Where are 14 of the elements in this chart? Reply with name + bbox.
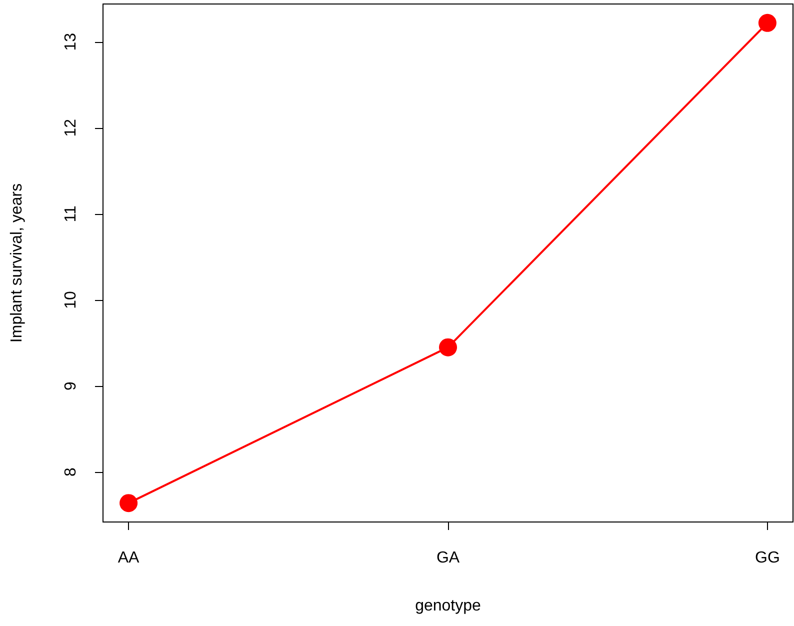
x-tick-label: AA: [118, 550, 140, 566]
point: [758, 14, 776, 32]
y-tick-label: 13: [62, 32, 80, 51]
point: [120, 494, 138, 512]
x-axis-title: genotype: [415, 598, 482, 614]
y-tick-label: 11: [62, 206, 80, 222]
x-tick-label: GG: [755, 550, 780, 566]
x-tick-label: GA: [436, 550, 460, 566]
y-tick-label: 10: [62, 291, 80, 309]
y-tick-label: 12: [62, 118, 80, 137]
y-axis-title: Implant survival, years: [8, 183, 26, 343]
point: [439, 338, 457, 356]
y-tick-label: 8: [62, 468, 80, 477]
y-tick-label: 9: [62, 382, 80, 390]
